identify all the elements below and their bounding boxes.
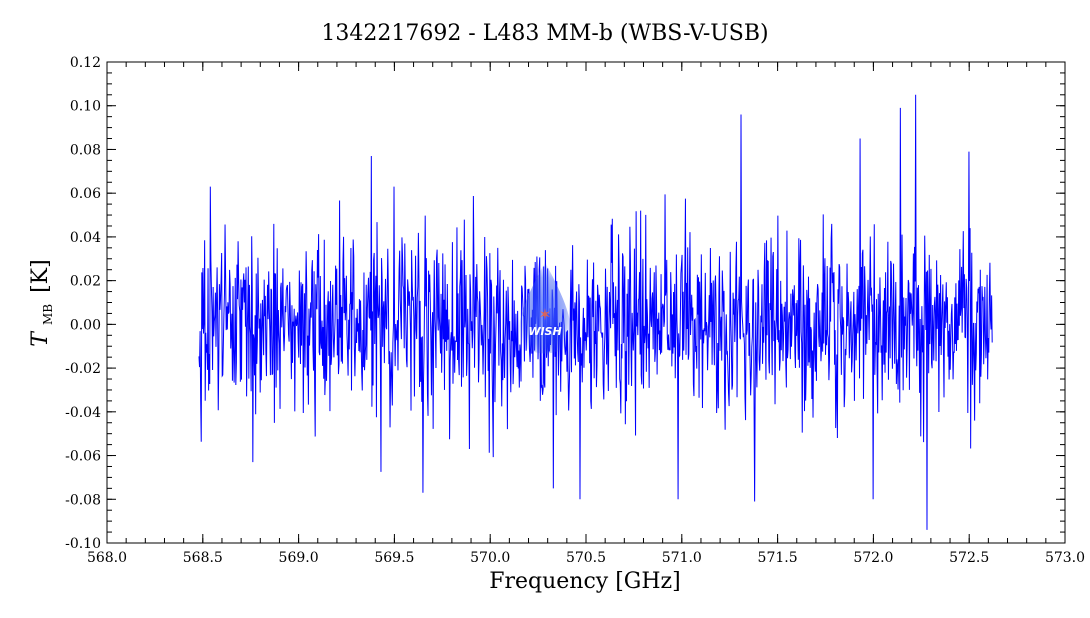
- y-axis-label-symbol: T: [28, 330, 53, 347]
- x-tick-label: 570.0: [470, 550, 510, 566]
- y-tick-label: -0.04: [65, 405, 101, 421]
- watermark-drop-icon: [519, 262, 571, 354]
- y-tick-label: -0.10: [65, 536, 101, 552]
- y-tick-label: -0.02: [65, 361, 101, 377]
- y-tick-label: 0.00: [70, 317, 101, 333]
- x-tick-label: 572.0: [853, 550, 893, 566]
- y-axis-label: T MB [K]: [28, 259, 58, 346]
- x-tick-label: 573.0: [1045, 550, 1085, 566]
- y-axis-ticks: -0.10 -0.08 -0.06 -0.04 -0.02 0.00 0.02 0.04 0.0…: [65, 55, 1065, 552]
- wish-watermark: ✶ WISH: [519, 262, 571, 354]
- x-tick-label: 568.0: [87, 550, 127, 566]
- y-axis-label-subscript: MB: [41, 304, 55, 325]
- x-tick-label: 569.5: [374, 550, 414, 566]
- x-tick-label: 569.0: [279, 550, 319, 566]
- y-tick-label: 0.08: [70, 142, 101, 158]
- y-axis-label-unit: [K]: [28, 259, 53, 293]
- y-tick-label: 0.04: [70, 230, 101, 246]
- x-tick-label: 571.5: [758, 550, 798, 566]
- watermark-label: WISH: [528, 325, 561, 338]
- y-tick-label: -0.06: [65, 449, 101, 465]
- plot-series: [198, 94, 993, 530]
- plot-frame: [106, 61, 1066, 544]
- x-axis-label: Frequency [GHz]: [489, 569, 681, 594]
- x-tick-label: 571.0: [662, 550, 702, 566]
- y-tick-label: 0.10: [70, 99, 101, 115]
- spectrum-line: [198, 94, 993, 530]
- y-tick-label: -0.08: [65, 492, 101, 508]
- y-tick-label: 0.02: [70, 274, 101, 290]
- x-tick-label: 572.5: [949, 550, 989, 566]
- x-tick-label: 568.5: [183, 550, 223, 566]
- svg-text:T MB [K]: T MB [K]: [28, 259, 58, 346]
- x-axis-ticks: 568.0 568.5 569.0 569.5 570.0 570.5 571.0 571.5…: [87, 62, 1085, 566]
- chart-title: 1342217692 - L483 MM-b (WBS-V-USB): [321, 21, 768, 46]
- watermark-star-icon: ✶: [538, 307, 551, 324]
- y-tick-label: 0.06: [70, 186, 101, 202]
- x-tick-label: 570.5: [566, 550, 606, 566]
- y-tick-label: 0.12: [70, 55, 101, 71]
